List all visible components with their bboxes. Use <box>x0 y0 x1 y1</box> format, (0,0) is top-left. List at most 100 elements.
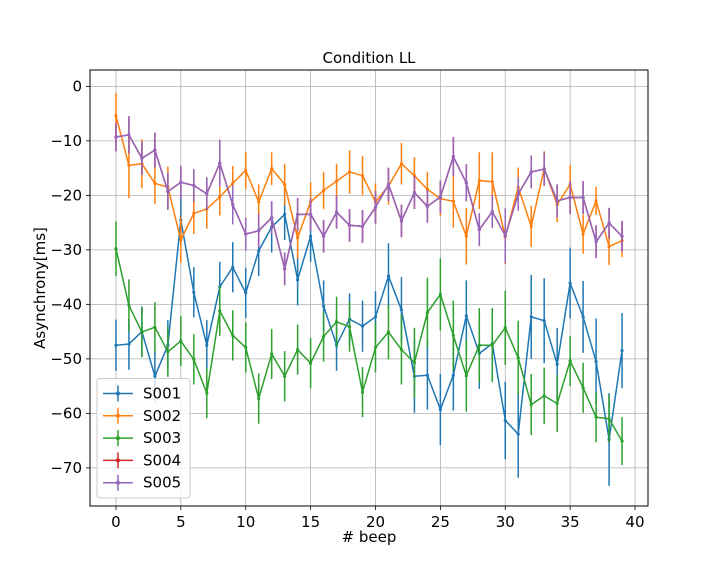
legend-item: S003 <box>103 429 181 447</box>
data-point <box>373 205 378 209</box>
data-point <box>347 223 352 227</box>
x-tick-label: 0 <box>111 513 121 531</box>
data-point <box>555 362 559 366</box>
data-point <box>451 155 455 159</box>
x-tick-label: 30 <box>496 513 515 531</box>
y-tick-label: 0 <box>72 77 82 95</box>
data-point <box>114 247 118 251</box>
legend-swatch-marker <box>116 480 120 485</box>
data-point <box>334 320 339 324</box>
data-point <box>620 349 624 353</box>
data-point <box>360 324 365 328</box>
data-point <box>490 180 494 184</box>
data-point <box>205 391 209 395</box>
legend-swatch-marker <box>116 413 120 418</box>
data-point <box>399 219 404 223</box>
data-point <box>386 182 391 187</box>
data-point <box>451 333 455 338</box>
data-point <box>568 359 572 363</box>
data-point <box>568 281 572 285</box>
data-point <box>296 212 300 217</box>
data-point <box>620 234 624 238</box>
data-point <box>542 394 546 398</box>
data-point <box>309 361 313 365</box>
data-point <box>296 347 300 352</box>
data-point <box>127 133 131 137</box>
chart-title: Condition LL <box>322 49 416 67</box>
data-point <box>244 232 248 236</box>
series-s002 <box>114 92 624 266</box>
y-tick-label: −60 <box>50 404 82 422</box>
legend-item: S001 <box>103 385 181 403</box>
data-point <box>347 170 352 174</box>
data-point <box>607 221 611 225</box>
data-point <box>321 334 326 339</box>
data-point <box>412 174 417 178</box>
x-axis-label: # beep <box>342 528 397 546</box>
series-line <box>115 134 623 270</box>
data-point <box>192 183 196 188</box>
data-point <box>257 229 261 233</box>
data-point <box>231 181 235 185</box>
data-point <box>179 339 183 343</box>
data-point <box>594 415 598 419</box>
data-point <box>257 249 261 253</box>
data-point <box>140 156 144 160</box>
data-point <box>192 211 196 215</box>
data-point <box>321 188 326 193</box>
data-point <box>399 162 404 166</box>
data-point <box>477 228 481 232</box>
data-point <box>529 170 533 174</box>
data-point <box>114 114 118 118</box>
series-s003 <box>114 221 624 466</box>
data-point <box>347 325 352 329</box>
ticks: 0 5 10 15 20 25 30 35 40 0 −10 −20 −30 −40 −50 −60 −70 <box>50 77 644 531</box>
y-axis-label: Asynchrony[ms] <box>31 227 49 349</box>
data-point <box>399 308 404 312</box>
data-point <box>153 148 157 152</box>
y-tick-label: −20 <box>50 186 82 204</box>
data-point <box>438 195 442 199</box>
data-point <box>114 135 118 139</box>
data-point <box>309 234 313 238</box>
data-point <box>231 333 235 338</box>
data-point <box>166 189 170 194</box>
legend: S001 S002 S003 S004 S005 <box>96 378 191 499</box>
data-point <box>503 326 507 330</box>
data-point <box>529 224 533 229</box>
data-point <box>270 352 274 356</box>
data-point <box>244 291 248 295</box>
legend-swatch-marker <box>116 436 120 441</box>
data-point <box>594 240 598 244</box>
data-point <box>425 310 429 315</box>
data-point <box>581 195 585 200</box>
data-point <box>244 168 248 172</box>
data-point <box>451 199 455 203</box>
grid <box>90 70 648 506</box>
data-point <box>438 407 442 412</box>
data-point <box>179 238 183 242</box>
data-point <box>334 210 339 214</box>
data-point <box>192 290 196 294</box>
data-point <box>503 234 507 238</box>
data-point <box>334 179 339 183</box>
data-point <box>270 216 274 220</box>
data-point <box>153 181 157 185</box>
legend-box <box>96 378 191 499</box>
y-tick-label: −40 <box>50 295 82 313</box>
data-point <box>581 232 585 236</box>
data-point <box>555 401 559 406</box>
x-tick-label: 5 <box>176 513 186 531</box>
x-tick-label: 35 <box>561 513 580 531</box>
data-point <box>127 303 131 308</box>
series-line <box>115 115 623 248</box>
data-point <box>360 174 365 178</box>
data-point <box>127 342 131 346</box>
data-point <box>283 182 287 187</box>
data-point <box>140 330 144 334</box>
data-point <box>620 439 624 443</box>
y-tick-label: −10 <box>50 132 82 150</box>
data-point <box>192 357 196 361</box>
data-point <box>581 386 585 390</box>
